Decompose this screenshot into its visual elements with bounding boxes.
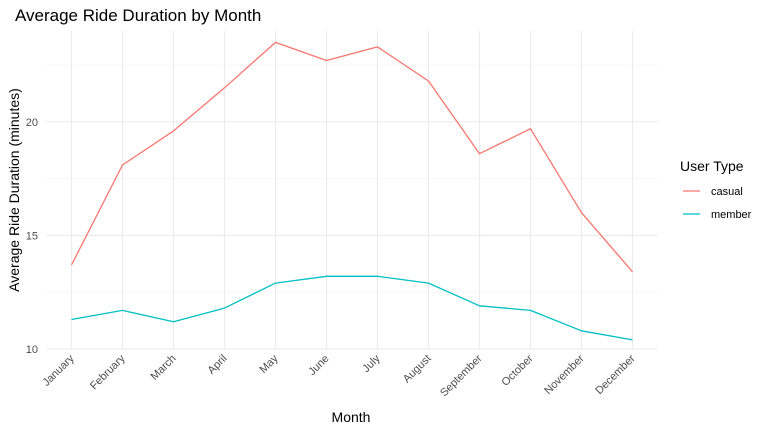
- y-axis-title: Average Ride Duration (minutes): [6, 88, 22, 292]
- legend-title: User Type: [680, 158, 744, 174]
- legend: User Type casual member: [680, 158, 752, 221]
- x-tick-label: September: [438, 352, 485, 399]
- x-tick-label: May: [257, 352, 281, 376]
- y-tick-label: 20: [26, 117, 38, 129]
- x-tick-label: July: [360, 352, 383, 375]
- series-lines: [70, 41, 633, 341]
- x-tick-label: November: [542, 352, 587, 397]
- y-axis-ticks: 10 15 20: [26, 117, 38, 356]
- legend-label-member: member: [711, 209, 752, 221]
- x-tick-label: December: [593, 352, 638, 397]
- series-line-member: [71, 275, 633, 341]
- x-axis-ticks: January February March April May June July Augu…: [40, 352, 637, 399]
- series-line-casual: [70, 41, 633, 273]
- x-tick-label: March: [149, 353, 179, 383]
- y-tick-label: 15: [26, 230, 38, 242]
- y-tick-label: 10: [26, 344, 38, 356]
- x-tick-label: June: [306, 353, 331, 378]
- chart-title: Average Ride Duration by Month: [15, 6, 261, 25]
- grid: [46, 31, 658, 350]
- x-tick-label: February: [88, 352, 128, 392]
- legend-label-casual: casual: [711, 186, 743, 198]
- x-axis-title: Month: [332, 409, 371, 425]
- x-tick-label: April: [206, 353, 230, 377]
- x-tick-label: October: [499, 352, 535, 388]
- x-tick-label: January: [40, 352, 77, 389]
- x-tick-label: August: [401, 353, 434, 386]
